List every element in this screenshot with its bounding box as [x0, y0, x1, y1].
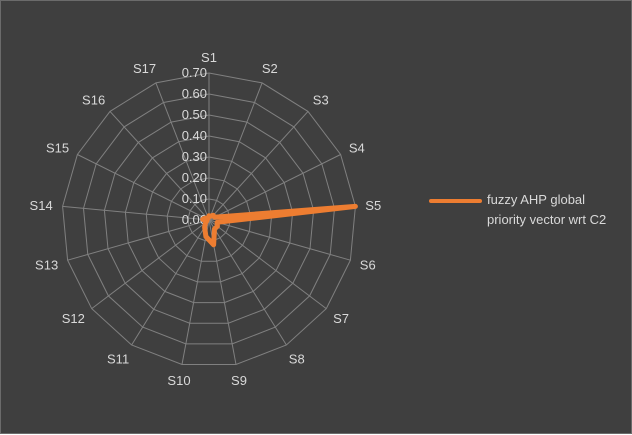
tick-label: 0.50: [182, 107, 207, 122]
grid-spoke: [209, 220, 326, 309]
tick-label: 0.70: [182, 65, 207, 80]
category-label-s5: S5: [365, 198, 381, 213]
grid-spoke: [209, 83, 262, 220]
category-label-s13: S13: [35, 258, 58, 273]
category-label-s6: S6: [360, 258, 376, 273]
grid-spoke: [77, 155, 209, 221]
category-label-s9: S9: [231, 373, 247, 388]
category-label-s15: S15: [46, 140, 69, 155]
tick-label: 0.20: [182, 170, 207, 185]
category-label-s14: S14: [30, 198, 53, 213]
category-label-s11: S11: [107, 352, 129, 367]
category-label-s10: S10: [167, 373, 190, 388]
tick-label: 0.60: [182, 86, 207, 101]
category-label-s7: S7: [333, 311, 349, 326]
tick-label: 0.10: [182, 191, 207, 206]
category-label-s8: S8: [289, 352, 305, 367]
category-label-s3: S3: [313, 93, 329, 108]
category-label-s4: S4: [349, 140, 365, 155]
category-label-s17: S17: [133, 61, 156, 76]
grid-spoke: [209, 111, 308, 220]
category-label-s12: S12: [62, 311, 85, 326]
legend-swatch: [429, 199, 482, 203]
tick-label: 0.40: [182, 128, 207, 143]
legend-label: fuzzy AHP global priority vector wrt C2: [487, 190, 617, 230]
tick-label: 0.30: [182, 149, 207, 164]
grid-spoke: [92, 220, 209, 309]
category-label-s16: S16: [82, 93, 105, 108]
radial-axis-ticks: 0.000.100.200.300.400.500.600.70: [182, 65, 207, 227]
category-label-s1: S1: [201, 50, 217, 65]
category-label-s2: S2: [262, 61, 278, 76]
